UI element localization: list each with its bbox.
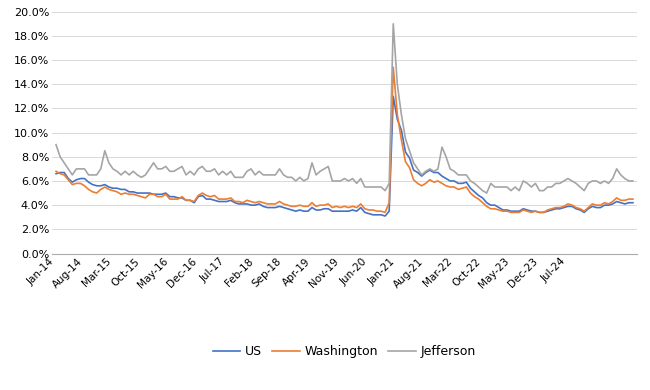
Jefferson [308,161,316,165]
Washington [389,65,397,70]
Washington [247,199,255,204]
Washington [629,197,637,201]
Jefferson [203,169,211,174]
Washington [381,210,389,215]
Jefferson [52,142,60,147]
US [72,177,81,182]
US [381,214,389,218]
Jefferson [288,175,296,180]
Jefferson [483,191,491,195]
US [389,94,397,99]
Jefferson [247,167,255,171]
Washington [52,169,60,174]
Line: Washington: Washington [56,67,633,213]
Jefferson [101,149,109,153]
Line: Jefferson: Jefferson [56,24,633,193]
US [203,197,211,201]
US [247,203,255,207]
US [308,205,316,210]
Jefferson [629,179,637,183]
US [288,207,296,212]
Jefferson [389,21,397,26]
Washington [288,204,296,209]
Washington [72,181,81,186]
US [101,182,109,187]
Washington [101,185,109,190]
Washington [203,193,211,198]
US [629,200,637,205]
Legend: US, Washington, Jefferson: US, Washington, Jefferson [208,340,481,363]
Jefferson [72,167,81,171]
Washington [308,200,316,205]
US [52,171,60,176]
Line: US: US [56,96,633,216]
